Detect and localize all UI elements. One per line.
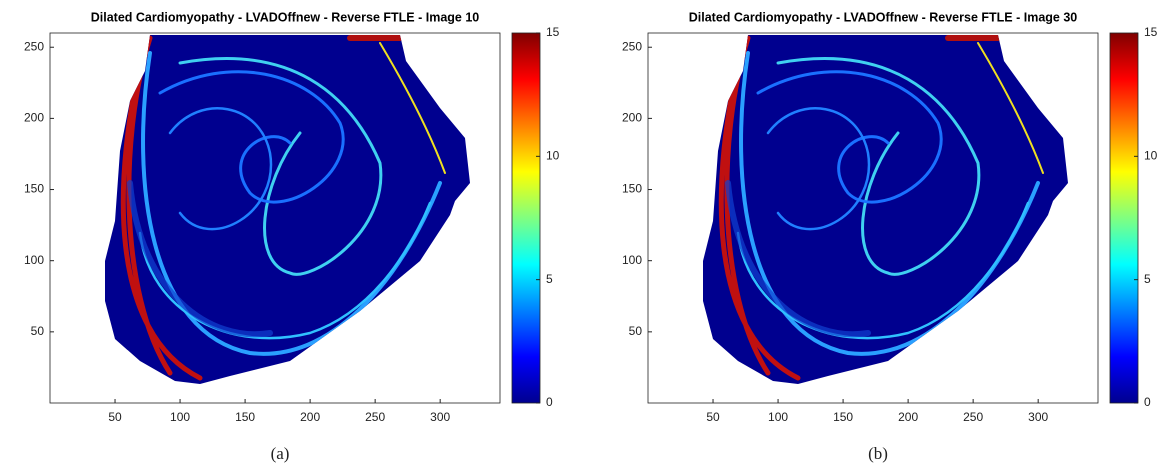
- x-tick-label: 50: [108, 410, 122, 424]
- y-tick-label: 250: [622, 39, 642, 53]
- x-tick-label: 150: [235, 410, 255, 424]
- y-tick-label: 250: [24, 39, 44, 53]
- colorbar: [1109, 32, 1139, 404]
- colorbar-tick-label: 15: [546, 25, 560, 39]
- y-tick-label: 100: [24, 253, 44, 267]
- panels: Dilated Cardiomyopathy - LVADOffnew - Re…: [24, 10, 1158, 463]
- y-tick-label: 100: [622, 253, 642, 267]
- x-tick-label: 300: [430, 410, 450, 424]
- x-tick-label: 200: [300, 410, 320, 424]
- colorbar-tick-label: 10: [546, 149, 560, 163]
- colorbar-tick-label: 5: [1144, 272, 1151, 286]
- panel: Dilated Cardiomyopathy - LVADOffnew - Re…: [622, 10, 1158, 463]
- colorbar-tick-label: 10: [1144, 149, 1158, 163]
- x-tick-label: 100: [170, 410, 190, 424]
- colorbar-tick-label: 15: [1144, 25, 1158, 39]
- x-tick-label: 150: [833, 410, 853, 424]
- x-tick-label: 250: [963, 410, 983, 424]
- colorbar-tick-label: 0: [546, 395, 553, 409]
- colorbar-tick-label: 0: [1144, 395, 1151, 409]
- y-tick-label: 50: [31, 324, 45, 338]
- x-tick-label: 50: [706, 410, 720, 424]
- x-tick-label: 250: [365, 410, 385, 424]
- colorbar: [511, 32, 541, 404]
- y-tick-label: 150: [622, 182, 642, 196]
- x-tick-label: 200: [898, 410, 918, 424]
- y-tick-label: 50: [629, 324, 643, 338]
- panel: Dilated Cardiomyopathy - LVADOffnew - Re…: [24, 10, 560, 463]
- x-tick-label: 300: [1028, 410, 1048, 424]
- x-tick-label: 100: [768, 410, 788, 424]
- y-tick-label: 200: [24, 111, 44, 125]
- y-tick-label: 200: [622, 111, 642, 125]
- caption: (b): [868, 444, 888, 463]
- colorbar-tick-label: 5: [546, 272, 553, 286]
- chart-title: Dilated Cardiomyopathy - LVADOffnew - Re…: [689, 10, 1078, 24]
- y-tick-label: 150: [24, 182, 44, 196]
- chart-title: Dilated Cardiomyopathy - LVADOffnew - Re…: [91, 10, 480, 24]
- caption: (a): [271, 444, 290, 463]
